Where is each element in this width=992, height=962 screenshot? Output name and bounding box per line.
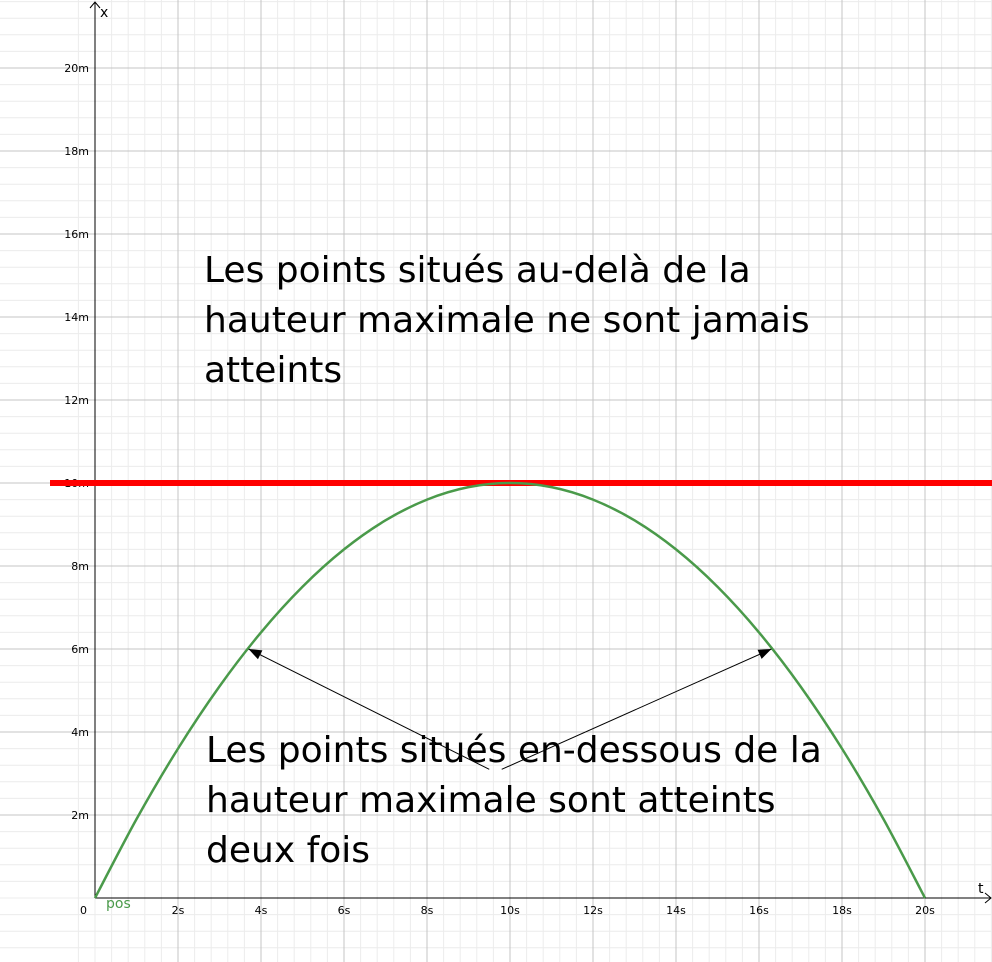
y-tick-label: 2m xyxy=(71,809,89,822)
y-tick-label: 18m xyxy=(64,145,89,158)
axes xyxy=(89,1,992,904)
y-tick-label: 4m xyxy=(71,726,89,739)
series-group xyxy=(93,481,927,899)
series-label: pos xyxy=(106,896,131,912)
x-tick-label: 10s xyxy=(500,904,520,917)
x-tick-label: 18s xyxy=(832,904,852,917)
annotation-line: Les points situés au-delà de la xyxy=(204,250,751,291)
y-axis-arrowhead xyxy=(89,1,101,9)
x-tick-label: 20s xyxy=(915,904,935,917)
y-tick-label: 12m xyxy=(64,394,89,407)
y-axis-label: x xyxy=(100,5,108,21)
series-line-pos xyxy=(93,481,927,899)
x-tick-label: 8s xyxy=(421,904,434,917)
annotation-below-max: Les points situés en-dessous de la haute… xyxy=(206,726,822,876)
arrow-line xyxy=(501,648,772,770)
x-axis-arrowhead xyxy=(984,892,992,904)
annotation-line: Les points situés en-dessous de la xyxy=(206,730,822,771)
x-tick-label: 14s xyxy=(666,904,686,917)
annotation-line: hauteur maximale sont atteints xyxy=(206,780,776,821)
annotation-line: atteints xyxy=(204,350,343,391)
arrow-line xyxy=(248,648,490,770)
x-axis-label: t xyxy=(978,881,984,897)
annotation-line: deux fois xyxy=(206,830,371,871)
x-tick-label: 12s xyxy=(583,904,603,917)
y-tick-label: 8m xyxy=(71,560,89,573)
x-tick-label: 2s xyxy=(172,904,185,917)
y-tick-label: 16m xyxy=(64,228,89,241)
y-tick-label: 6m xyxy=(71,643,89,656)
arrows-group xyxy=(248,648,772,770)
annotation-above-max: Les points situés au-delà de la hauteur … xyxy=(204,246,810,396)
origin-label: 0 xyxy=(80,904,87,917)
arrow-head xyxy=(757,649,772,659)
x-tick-label: 6s xyxy=(338,904,351,917)
x-tick-label: 4s xyxy=(255,904,268,917)
arrow-head xyxy=(248,649,263,660)
y-tick-label: 14m xyxy=(64,311,89,324)
x-tick-label: 16s xyxy=(749,904,769,917)
y-tick-label: 20m xyxy=(64,62,89,75)
annotation-line: hauteur maximale ne sont jamais xyxy=(204,300,810,341)
